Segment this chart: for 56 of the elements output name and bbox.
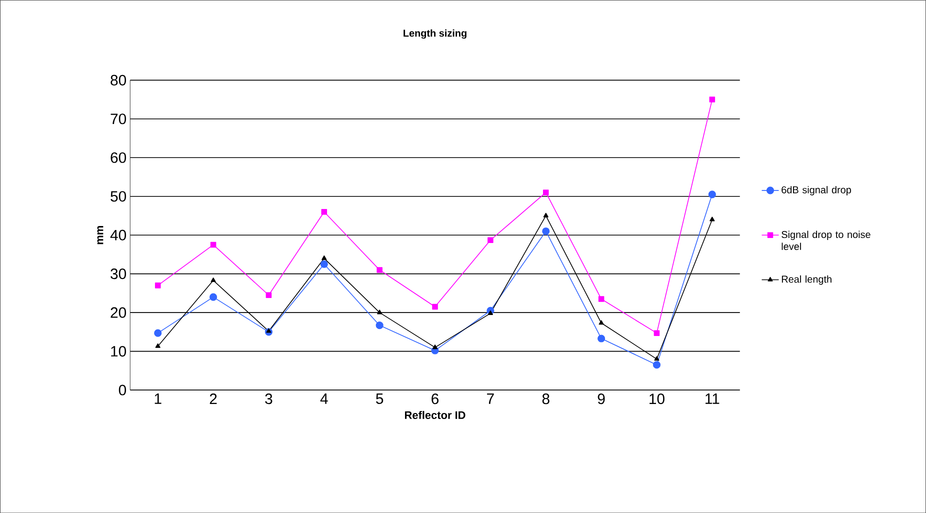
x-tick-label: 8 (542, 393, 550, 404)
point (376, 321, 384, 330)
x-tick-label: 10 (650, 393, 664, 404)
point (266, 328, 272, 333)
x-tick-label: 7 (487, 393, 494, 404)
y-tick-label: 40 (110, 230, 126, 240)
point (376, 266, 382, 273)
point (320, 260, 328, 268)
legend-label: Real length (782, 275, 832, 285)
legend-label: Signal drop to noise level (782, 230, 870, 250)
x-tick-label: 9 (598, 393, 605, 404)
y-tick-label: 0 (118, 384, 126, 396)
point (598, 296, 604, 302)
point (598, 320, 604, 325)
point (488, 310, 494, 315)
x-tick-label: 1 (154, 393, 162, 404)
point (377, 310, 382, 314)
y-tick-label: 60 (110, 152, 126, 163)
point (542, 190, 549, 196)
point (266, 292, 272, 298)
point (654, 330, 660, 336)
point (488, 237, 494, 243)
point (210, 242, 216, 248)
x-tick-label: 2 (210, 393, 217, 404)
y-tick-label: 20 (110, 307, 126, 318)
point (652, 360, 661, 369)
y-tick-label: 50 (110, 190, 126, 202)
x-tick-label: 4 (320, 393, 328, 404)
point (708, 190, 716, 198)
point (709, 96, 716, 102)
point (210, 293, 218, 301)
point (598, 334, 606, 342)
x-tick-label: 5 (376, 393, 384, 404)
x-tick-label: 11 (706, 393, 720, 404)
chart-title: Length sizing (404, 29, 466, 39)
y-tick-label: 80 (110, 74, 126, 86)
point (322, 255, 327, 260)
x-tick-label: 3 (265, 393, 272, 404)
point (543, 212, 548, 218)
point (321, 208, 328, 215)
point (154, 329, 162, 337)
y-tick-label: 10 (111, 346, 126, 356)
point (432, 304, 438, 310)
y-tick-label: 70 (110, 114, 126, 124)
legend-label: 6dB signal drop (782, 186, 852, 196)
point (210, 277, 216, 282)
point (542, 227, 550, 235)
point (154, 282, 161, 288)
x-tick-label: 6 (432, 393, 439, 404)
point (432, 344, 438, 349)
x-axis-title: Reflector ID (405, 410, 466, 419)
point (155, 343, 160, 348)
y-axis-title: mm (97, 226, 104, 244)
y-tick-label: 30 (110, 268, 126, 280)
point (710, 216, 715, 222)
point (654, 356, 660, 361)
